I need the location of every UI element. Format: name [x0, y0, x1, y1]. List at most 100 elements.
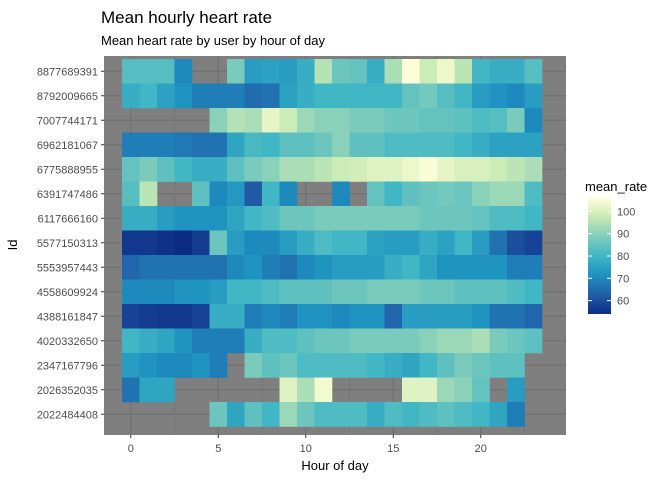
- heatmap-cell: [279, 132, 298, 158]
- heatmap-cell: [262, 353, 280, 378]
- heatmap-cell: [262, 230, 280, 256]
- heatmap-cell: [209, 328, 228, 354]
- heatmap-cell: [297, 157, 315, 182]
- heatmap-cell: [314, 279, 333, 305]
- heatmap-cell: [384, 304, 403, 329]
- heatmap-cell: [507, 230, 525, 256]
- heatmap-cell: [314, 304, 333, 329]
- heatmap-cell: [454, 353, 473, 378]
- legend-title: mean_rate: [585, 179, 647, 194]
- heatmap-cell: [472, 83, 490, 109]
- heatmap-cell: [472, 402, 490, 427]
- heatmap-cell: [349, 132, 368, 158]
- heatmap-cell: [332, 157, 350, 182]
- y-tick-label: 2347167796: [37, 360, 98, 372]
- y-tick-label: 8792009665: [37, 91, 98, 103]
- heatmap-cell: [454, 59, 473, 84]
- heatmap-cell: [227, 157, 245, 182]
- heatmap-cell: [174, 206, 193, 231]
- heatmap-cell: [472, 132, 490, 158]
- heatmap-cell: [349, 279, 368, 305]
- heatmap-cell: [209, 181, 228, 207]
- y-tick-label: 5577150313: [37, 238, 98, 250]
- heatmap-cell: [367, 353, 385, 378]
- heatmap-cell: [174, 304, 193, 329]
- heatmap-cell: [192, 279, 210, 305]
- heatmap-cell: [489, 157, 508, 182]
- heatmap-cell: [297, 108, 315, 133]
- heatmap-cell: [419, 108, 438, 133]
- heatmap-cell: [507, 328, 525, 354]
- heatmap-cell: [402, 402, 420, 427]
- heatmap-cell: [384, 83, 403, 109]
- heatmap-cell: [314, 255, 333, 280]
- heatmap-cell: [384, 279, 403, 305]
- heatmap-cell: [279, 206, 298, 231]
- y-tick-label: 2026352035: [37, 385, 98, 397]
- heatmap-cell: [139, 181, 158, 207]
- heatmap-cell: [402, 304, 420, 329]
- y-tick-label: 6117666160: [38, 213, 98, 225]
- heatmap-cell: [507, 377, 525, 403]
- heatmap-cell: [507, 59, 525, 84]
- heatmap-cell: [489, 206, 508, 231]
- heatmap-cell: [437, 108, 455, 133]
- heatmap-cell: [314, 402, 333, 427]
- heatmap-cell: [297, 304, 315, 329]
- heatmap-cell: [472, 353, 490, 378]
- heatmap-cell: [524, 230, 543, 256]
- heatmap-cell: [454, 206, 473, 231]
- heatmap-cell: [157, 304, 175, 329]
- heatmap-cell: [262, 157, 280, 182]
- heatmap-cell: [332, 279, 350, 305]
- heatmap-cell: [332, 83, 350, 109]
- y-axis-label: Id: [5, 240, 20, 251]
- heatmap-cell: [437, 279, 455, 305]
- heatmap-cell: [384, 230, 403, 256]
- heatmap-cell: [314, 377, 333, 403]
- heatmap-cell: [227, 279, 245, 305]
- heatmap-cell: [437, 377, 455, 403]
- heatmap-cell: [262, 402, 280, 427]
- heatmap-cell: [262, 108, 280, 133]
- heatmap-cell: [279, 279, 298, 305]
- heatmap-cell: [332, 353, 350, 378]
- heatmap-cell: [262, 255, 280, 280]
- heatmap-cell: [244, 206, 263, 231]
- heatmap-cell: [524, 83, 543, 109]
- chart-subtitle: Mean heart rate by user by hour of day: [101, 33, 326, 48]
- heatmap-cell: [279, 83, 298, 109]
- heatmap-cell: [209, 157, 228, 182]
- heatmap-cell: [122, 304, 140, 329]
- chart-title: Mean hourly heart rate: [101, 8, 272, 27]
- y-tick-label: 4020332650: [37, 336, 98, 348]
- heatmap-cell: [209, 402, 228, 427]
- heatmap-cell: [227, 181, 245, 207]
- heatmap-cell: [297, 206, 315, 231]
- heatmap-cell: [349, 353, 368, 378]
- heatmap-cell: [244, 279, 263, 305]
- heatmap-cell: [367, 279, 385, 305]
- heatmap-cell: [384, 402, 403, 427]
- heatmap-cell: [349, 108, 368, 133]
- heatmap-cell: [314, 353, 333, 378]
- heatmap-cell: [157, 206, 175, 231]
- heatmap-cell: [262, 132, 280, 158]
- heatmap-cell: [244, 59, 263, 84]
- heatmap-cell: [402, 353, 420, 378]
- heatmap-cell: [419, 59, 438, 84]
- heatmap-cell: [332, 132, 350, 158]
- heatmap-cell: [437, 83, 455, 109]
- heatmap-cell: [244, 230, 263, 256]
- y-tick-label: 5553957443: [37, 262, 98, 274]
- y-tick-label: 4388161847: [37, 311, 98, 323]
- heatmap-cell: [454, 255, 473, 280]
- heatmap-cell: [297, 255, 315, 280]
- heatmap-cell: [402, 132, 420, 158]
- heatmap-cell: [139, 377, 158, 403]
- heatmap-cell: [419, 206, 438, 231]
- heatmap-cell: [524, 59, 543, 84]
- heatmap-cell: [507, 157, 525, 182]
- heatmap-cell: [524, 279, 543, 305]
